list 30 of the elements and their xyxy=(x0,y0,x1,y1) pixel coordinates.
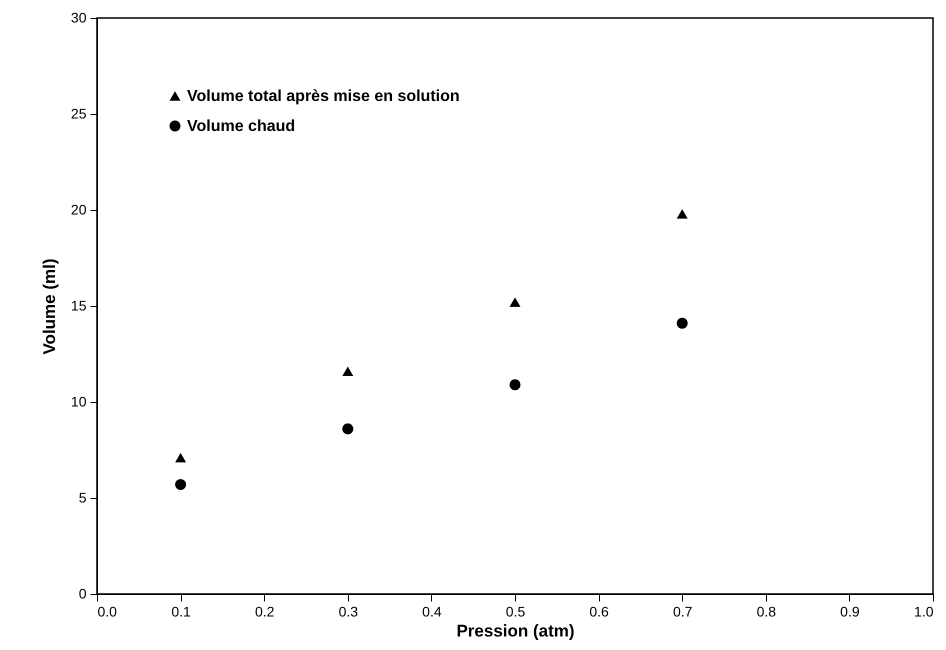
legend-label: Volume total après mise en solution xyxy=(187,88,460,105)
x-tick-label: 0.4 xyxy=(422,604,442,620)
point xyxy=(510,379,520,390)
point xyxy=(510,297,520,307)
x-tick-label: 0.7 xyxy=(672,604,693,620)
legend-label: Volume chaud xyxy=(187,118,296,135)
point xyxy=(342,423,354,434)
x-tick-label: 0.0 xyxy=(98,604,118,620)
x-tick-label: 0.2 xyxy=(254,604,275,620)
point xyxy=(175,479,186,490)
x-tick-label: 0.6 xyxy=(589,604,610,620)
y-tick-label: 0 xyxy=(78,586,87,602)
y-tick-label: 10 xyxy=(70,394,87,410)
point xyxy=(676,209,688,219)
y-tick-label: 30 xyxy=(70,10,87,26)
point xyxy=(676,318,688,329)
x-axis-title: Pression (atm) xyxy=(456,622,575,640)
x-tick-label: 0.5 xyxy=(506,604,526,620)
y-tick-label: 5 xyxy=(78,490,87,506)
x-tick-label: 0.8 xyxy=(756,604,776,620)
y-tick-label: 20 xyxy=(70,202,87,218)
x-tick-label: 0.1 xyxy=(171,604,192,620)
point xyxy=(342,366,354,376)
point xyxy=(175,452,186,462)
x-tick-label: 1.0 xyxy=(914,604,934,620)
y-tick-label: 15 xyxy=(70,298,87,314)
x-tick-label: 0.3 xyxy=(338,604,358,620)
x-tick-label: 0.9 xyxy=(840,604,860,620)
y-axis-title: Volume (ml) xyxy=(40,258,59,355)
y-tick-label: 25 xyxy=(70,106,87,122)
